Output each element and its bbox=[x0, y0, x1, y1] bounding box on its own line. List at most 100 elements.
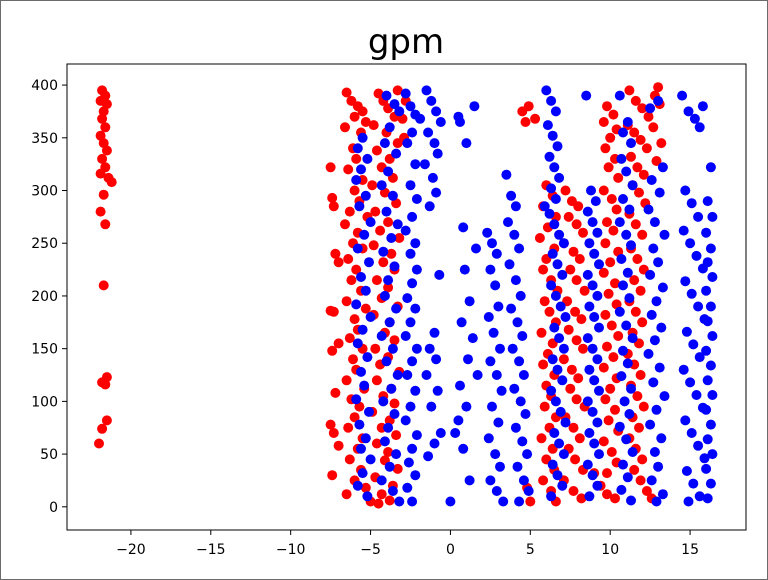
scatter-point bbox=[453, 415, 464, 426]
scatter-point bbox=[558, 354, 569, 365]
scatter-point bbox=[506, 190, 517, 201]
scatter-point bbox=[351, 175, 362, 185]
scatter-point bbox=[402, 138, 413, 149]
x-tick-label: −15 bbox=[196, 542, 226, 558]
scatter-point bbox=[359, 380, 370, 391]
scatter-point bbox=[344, 206, 355, 217]
scatter-point bbox=[651, 296, 662, 307]
scatter-point bbox=[383, 217, 394, 228]
scatter-point bbox=[592, 227, 603, 238]
scatter-point bbox=[98, 280, 109, 291]
scatter-point bbox=[514, 356, 525, 367]
scatter-point bbox=[536, 433, 547, 444]
scatter-point bbox=[634, 422, 644, 433]
plot-area-frame bbox=[66, 63, 747, 531]
scatter-point bbox=[544, 306, 555, 317]
scatter-point bbox=[378, 257, 389, 268]
scatter-point bbox=[701, 404, 712, 415]
scatter-point bbox=[627, 447, 638, 457]
scatter-point bbox=[645, 269, 656, 280]
scatter-point bbox=[487, 238, 497, 249]
scatter-point bbox=[394, 233, 405, 243]
scatter-point bbox=[626, 151, 636, 162]
scatter-point bbox=[410, 303, 421, 314]
scatter-point bbox=[702, 434, 713, 445]
scatter-point bbox=[549, 322, 560, 333]
scatter-point bbox=[424, 343, 435, 354]
y-tick-label: 150 bbox=[31, 342, 58, 358]
scatter-point bbox=[376, 489, 387, 500]
scatter-point bbox=[523, 101, 534, 112]
scatter-point bbox=[95, 206, 106, 217]
scatter-point bbox=[426, 95, 437, 106]
scatter-point bbox=[589, 375, 600, 386]
scatter-point bbox=[544, 208, 555, 219]
scatter-point bbox=[435, 428, 446, 438]
scatter-point bbox=[400, 225, 411, 236]
scatter-point bbox=[598, 185, 609, 196]
scatter-point bbox=[571, 394, 582, 405]
scatter-point bbox=[463, 354, 473, 365]
scatter-point bbox=[368, 120, 379, 131]
scatter-point bbox=[547, 248, 558, 259]
scatter-point bbox=[584, 238, 595, 249]
scatter-point bbox=[357, 468, 368, 479]
scatter-point bbox=[547, 354, 558, 365]
scatter-point bbox=[576, 493, 587, 504]
scatter-point bbox=[558, 238, 569, 249]
scatter-point bbox=[574, 254, 585, 264]
scatter-point bbox=[649, 217, 660, 228]
scatter-point bbox=[594, 322, 604, 333]
scatter-point bbox=[384, 317, 395, 328]
scatter-point bbox=[415, 113, 426, 124]
scatter-point bbox=[325, 419, 336, 430]
scatter-point bbox=[423, 451, 434, 462]
scatter-point bbox=[606, 447, 617, 457]
scatter-point bbox=[691, 250, 702, 261]
scatter-point bbox=[622, 267, 633, 278]
scatter-point bbox=[584, 428, 595, 438]
scatter-point bbox=[555, 406, 566, 417]
scatter-point bbox=[384, 122, 395, 133]
scatter-point bbox=[360, 482, 371, 493]
scatter-point bbox=[352, 338, 363, 349]
y-tick-label: 350 bbox=[31, 131, 58, 147]
scatter-point bbox=[592, 354, 603, 365]
scatter-point bbox=[352, 480, 363, 491]
scatter-point bbox=[621, 320, 632, 331]
scatter-point bbox=[555, 301, 566, 312]
scatter-point bbox=[411, 343, 422, 354]
scatter-point bbox=[362, 153, 373, 164]
scatter-point bbox=[357, 132, 368, 143]
scatter-point bbox=[538, 475, 549, 486]
x-axis: −20 −15 −10 −5 0 5 10 15 bbox=[116, 530, 699, 558]
scatter-point bbox=[648, 243, 659, 254]
scatter-point bbox=[600, 143, 611, 154]
scatter-point bbox=[421, 85, 432, 96]
scatter-point bbox=[659, 391, 670, 402]
scatter-point bbox=[587, 280, 598, 291]
scatter-point bbox=[514, 243, 525, 254]
scatter-point bbox=[600, 309, 611, 320]
scatter-point bbox=[680, 185, 691, 196]
scatter-point bbox=[483, 433, 494, 444]
scatter-point bbox=[568, 246, 579, 257]
scatter-point bbox=[606, 194, 617, 204]
scatter-point bbox=[471, 243, 481, 254]
scatter-point bbox=[356, 366, 366, 377]
scatter-point bbox=[683, 496, 694, 507]
scatter-point bbox=[629, 275, 640, 286]
scatter-point bbox=[694, 491, 705, 502]
scatter-point bbox=[608, 225, 619, 236]
scatter-point bbox=[373, 88, 384, 99]
scatter-point bbox=[522, 449, 533, 460]
data-points bbox=[94, 82, 718, 509]
scatter-point bbox=[707, 449, 718, 460]
scatter-point bbox=[600, 394, 611, 405]
scatter-point bbox=[98, 189, 109, 200]
scatter-point bbox=[565, 383, 576, 394]
scatter-point bbox=[520, 409, 531, 419]
scatter-point bbox=[629, 127, 640, 138]
scatter-point bbox=[371, 438, 382, 449]
